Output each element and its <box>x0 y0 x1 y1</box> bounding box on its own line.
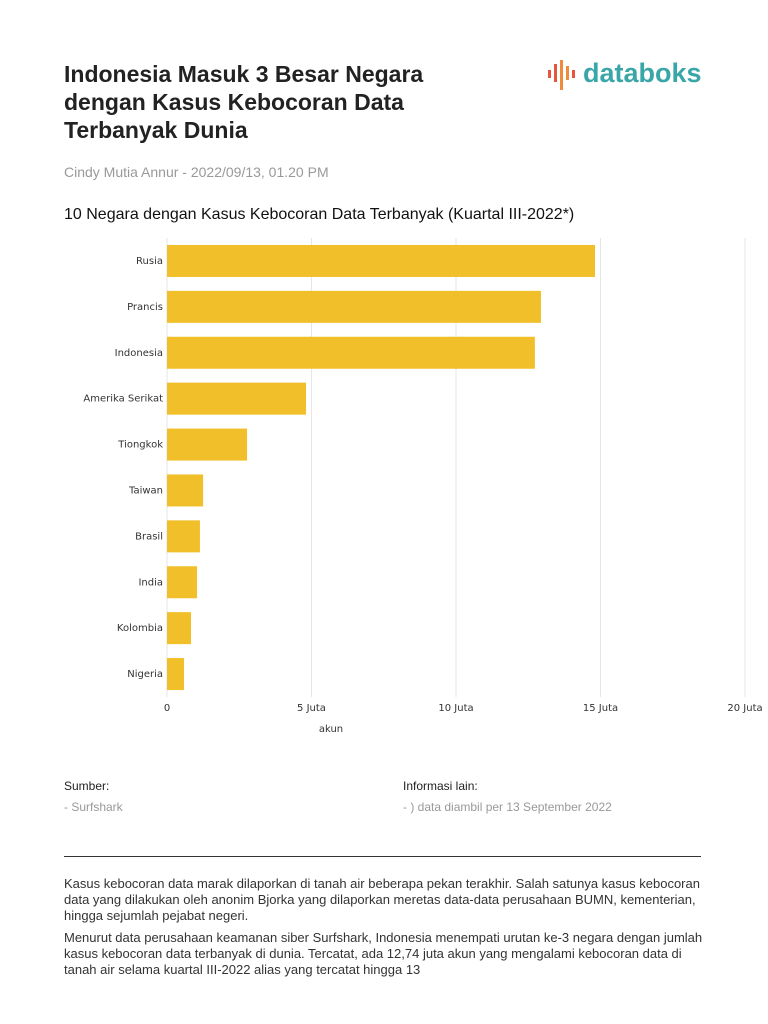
paragraph: Menurut data perusahaan keamanan siber S… <box>64 930 703 977</box>
source-text: - Surfshark <box>64 800 123 814</box>
x-axis-label: akun <box>319 724 343 735</box>
x-tick-label: 0 <box>164 703 170 714</box>
bar <box>167 244 596 277</box>
y-tick-label: Indonesia <box>115 348 163 359</box>
divider <box>64 856 701 857</box>
bar <box>167 612 191 645</box>
logo: databoks <box>583 58 702 88</box>
x-tick-label: 10 Juta <box>438 703 473 714</box>
y-tick-label: Nigeria <box>127 669 163 680</box>
bar <box>167 566 198 599</box>
y-tick-label: India <box>138 577 163 588</box>
x-tick-label: 5 Juta <box>297 703 326 714</box>
y-tick-label: Brasil <box>135 531 163 542</box>
chart-title: 10 Negara dengan Kasus Kebocoran Data Te… <box>64 206 575 223</box>
info-label: Informasi lain: <box>403 779 478 793</box>
bar <box>167 290 541 323</box>
info-text: - ) data diambil per 13 September 2022 <box>403 800 612 814</box>
y-tick-label: Rusia <box>136 256 163 267</box>
y-tick-label: Taiwan <box>128 485 163 496</box>
y-tick-label: Prancis <box>127 302 163 313</box>
x-tick-label: 20 Juta <box>727 703 762 714</box>
y-tick-label: Tiongkok <box>117 440 163 451</box>
bar <box>167 658 185 691</box>
logo-icon <box>548 60 575 90</box>
y-tick-label: Kolombia <box>117 623 163 634</box>
article-body: Kasus kebocoran data marak dilaporkan di… <box>64 876 704 984</box>
bar <box>167 474 204 507</box>
bar <box>167 520 200 553</box>
chart: 0 5 Juta 10 Juta 15 Juta 20 Juta akun Rusia Pra… <box>83 238 763 735</box>
source-label: Sumber: <box>64 779 110 793</box>
y-tick-label: Amerika Serikat <box>83 394 163 405</box>
bar <box>167 382 307 415</box>
x-tick-label: 15 Juta <box>583 703 618 714</box>
paragraph: Kasus kebocoran data marak dilaporkan di… <box>64 876 700 923</box>
bar <box>167 336 535 369</box>
byline: Cindy Mutia Annur - 2022/09/13, 01.20 PM <box>64 164 329 180</box>
bar <box>167 428 248 461</box>
title: Indonesia Masuk 3 Besar Negara dengan Ka… <box>64 61 424 143</box>
